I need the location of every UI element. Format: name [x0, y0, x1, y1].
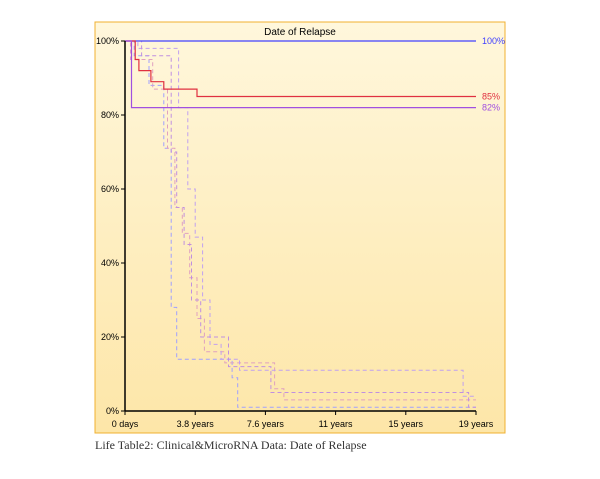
- chart-title: Date of Relapse: [264, 27, 336, 38]
- series-line-3: [125, 40, 476, 109]
- x-tick-label: 19 years: [459, 419, 494, 429]
- series-end-label: 82%: [482, 103, 500, 113]
- series-end-label: 100%: [482, 36, 505, 46]
- series-layer: [125, 40, 476, 408]
- y-tick-label: 20%: [101, 332, 119, 342]
- series-line-7: [125, 40, 476, 408]
- figure-caption: Life Table2: Clinical&MicroRNA Data: Dat…: [95, 438, 367, 452]
- y-tick-label: 0%: [106, 406, 119, 416]
- series-line-2: [125, 40, 476, 98]
- plot-frame: [94, 21, 506, 434]
- axes-layer: 0% 20% 40% 60% 80% 100% 0 days 3.8 years 7.6 yea…: [96, 36, 494, 429]
- x-tick-label: 7.6 years: [247, 419, 285, 429]
- x-tick-label: 11 years: [319, 419, 353, 429]
- end-labels-layer: 100% 85%82%: [482, 36, 505, 113]
- x-tick-label: 3.8 years: [177, 419, 215, 429]
- x-tick-label: 0 days: [112, 419, 139, 429]
- series-line-6: [125, 40, 476, 397]
- y-tick-label: 100%: [96, 36, 119, 46]
- x-tick-label: 15 years: [389, 419, 424, 429]
- series-end-label: 85%: [482, 92, 500, 102]
- y-tick-label: 60%: [101, 184, 119, 194]
- y-tick-label: 40%: [101, 258, 119, 268]
- y-tick-label: 80%: [101, 110, 119, 120]
- series-line-5: [125, 40, 476, 401]
